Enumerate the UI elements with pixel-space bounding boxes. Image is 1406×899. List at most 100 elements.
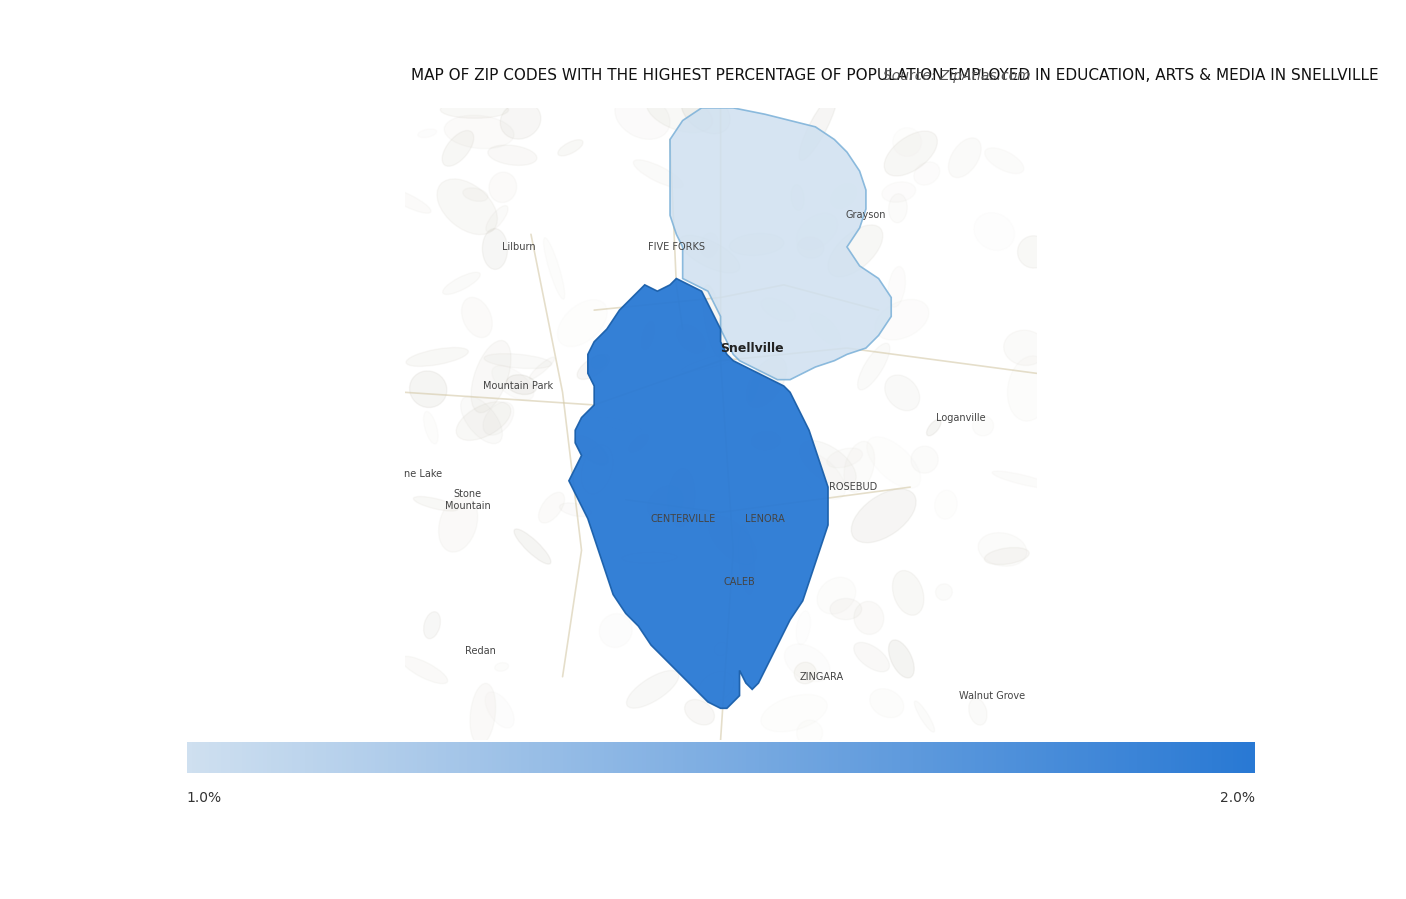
Ellipse shape [889,266,905,307]
Ellipse shape [406,348,468,367]
Text: Grayson: Grayson [845,210,886,220]
Text: Stone
Mountain: Stone Mountain [444,489,491,511]
Ellipse shape [439,495,478,552]
Ellipse shape [443,272,481,295]
Ellipse shape [761,695,827,732]
Ellipse shape [914,162,939,185]
Ellipse shape [409,371,447,407]
Ellipse shape [699,672,734,702]
Ellipse shape [796,451,845,499]
Ellipse shape [730,234,785,255]
Ellipse shape [858,343,890,390]
Text: CALEB: CALEB [724,577,755,587]
Ellipse shape [884,375,920,411]
Ellipse shape [627,671,679,708]
Text: Lilburn: Lilburn [502,242,536,252]
Ellipse shape [889,640,914,678]
Ellipse shape [486,206,508,232]
Text: MAP OF ZIP CODES WITH THE HIGHEST PERCENTAGE OF POPULATION EMPLOYED IN EDUCATION: MAP OF ZIP CODES WITH THE HIGHEST PERCEN… [411,67,1378,83]
Ellipse shape [489,172,516,202]
Text: LENORA: LENORA [745,513,785,524]
Ellipse shape [796,213,838,250]
Text: CENTERVILLE: CENTERVILLE [650,513,716,524]
Ellipse shape [461,298,492,338]
Ellipse shape [441,130,474,166]
Ellipse shape [884,131,938,176]
Ellipse shape [641,321,655,350]
Ellipse shape [828,225,883,277]
Ellipse shape [949,138,981,178]
Ellipse shape [444,115,515,148]
Ellipse shape [506,375,537,395]
Ellipse shape [761,298,796,322]
Ellipse shape [714,642,728,656]
Ellipse shape [984,547,1029,565]
Ellipse shape [794,663,817,684]
Ellipse shape [575,435,607,465]
Text: Redan: Redan [465,646,496,656]
Ellipse shape [628,434,648,452]
Ellipse shape [557,299,607,347]
Ellipse shape [440,102,509,119]
Ellipse shape [484,402,513,435]
Ellipse shape [935,490,957,519]
Text: ROSEBUD: ROSEBUD [830,482,877,492]
Ellipse shape [935,583,952,601]
Ellipse shape [668,468,695,527]
Text: Loganville: Loganville [936,413,986,423]
Ellipse shape [831,183,856,209]
Ellipse shape [751,432,780,450]
Ellipse shape [979,533,1026,566]
Ellipse shape [530,357,555,379]
Ellipse shape [969,699,987,725]
Ellipse shape [515,529,551,565]
Ellipse shape [681,350,749,372]
Ellipse shape [889,193,907,223]
Ellipse shape [914,701,935,732]
Text: Snellville: Snellville [720,342,785,354]
Ellipse shape [538,493,565,523]
Ellipse shape [797,237,824,258]
Ellipse shape [792,184,804,210]
Ellipse shape [461,396,502,443]
Ellipse shape [676,409,709,419]
Text: Mountain Park: Mountain Park [484,381,554,391]
Ellipse shape [851,489,917,543]
Ellipse shape [797,720,823,746]
Ellipse shape [470,683,496,744]
Ellipse shape [703,285,724,357]
Text: 1.0%: 1.0% [187,791,222,806]
Ellipse shape [384,188,432,213]
Ellipse shape [853,643,890,672]
Ellipse shape [844,441,875,493]
Polygon shape [671,108,891,379]
Ellipse shape [495,663,509,672]
Ellipse shape [893,128,921,156]
Ellipse shape [401,656,447,683]
Ellipse shape [647,93,713,133]
Ellipse shape [471,341,510,413]
Ellipse shape [1018,236,1050,268]
Ellipse shape [827,448,862,467]
Ellipse shape [868,437,921,488]
Ellipse shape [882,182,915,202]
Ellipse shape [648,485,683,521]
Ellipse shape [581,444,613,494]
Text: 2.0%: 2.0% [1219,791,1254,806]
Ellipse shape [747,357,786,407]
Text: Walnut Grove: Walnut Grove [959,690,1025,700]
Ellipse shape [1004,330,1046,366]
Ellipse shape [576,354,610,379]
Ellipse shape [423,412,439,444]
Ellipse shape [413,496,458,511]
Ellipse shape [591,355,607,369]
Ellipse shape [423,611,440,638]
Ellipse shape [993,471,1053,488]
Ellipse shape [984,147,1024,174]
Text: ne Lake: ne Lake [405,469,443,479]
Ellipse shape [799,93,837,160]
Ellipse shape [709,516,756,565]
Text: Source: ZipAtlas.com: Source: ZipAtlas.com [883,68,1031,83]
Ellipse shape [463,188,488,201]
Ellipse shape [875,299,929,340]
